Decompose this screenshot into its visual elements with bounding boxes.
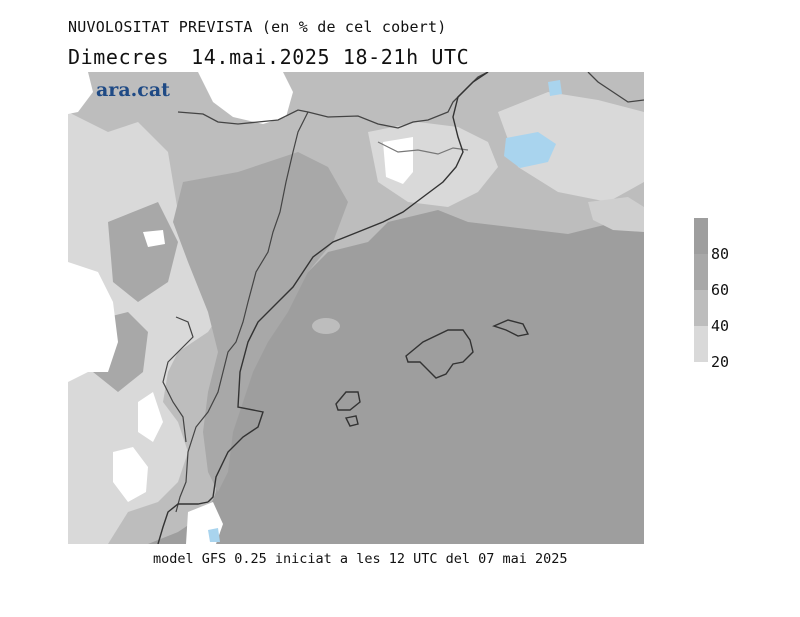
cloud-cover-map-svg bbox=[68, 72, 644, 544]
island-mallorca bbox=[405, 329, 474, 379]
clear-sky-north bbox=[198, 72, 293, 124]
cloud-field-20-40 bbox=[68, 112, 228, 544]
lake-ne bbox=[548, 80, 562, 96]
cloud-field-60-80-west bbox=[108, 202, 178, 302]
cloud-field-20-40-e bbox=[498, 92, 644, 202]
model-info: model GFS 0.25 iniciat a les 12 UTC del … bbox=[153, 551, 568, 567]
island-menorca bbox=[492, 319, 530, 337]
island-formentera bbox=[344, 415, 359, 427]
cloud-blob-sea bbox=[312, 318, 340, 334]
clear-sky-nw bbox=[68, 72, 93, 114]
forecast-time-range: 18-21h UTC bbox=[342, 45, 470, 69]
forecast-day: Dimecres bbox=[68, 45, 170, 69]
island-ibiza bbox=[335, 391, 361, 411]
legend-label-80: 80 bbox=[711, 245, 730, 263]
legend-swatch-60-80 bbox=[694, 254, 708, 290]
clear-sky-spot bbox=[143, 230, 165, 247]
legend-swatch-40-60 bbox=[694, 290, 708, 326]
legend-swatch-80-100 bbox=[694, 218, 708, 254]
cloud-field-20-40-se bbox=[588, 197, 644, 232]
border-france bbox=[177, 72, 489, 129]
map-subtitle: Dimecres 14.mai.2025 18-21h UTC bbox=[68, 45, 469, 69]
border-aragon-catalonia bbox=[175, 111, 309, 513]
border-east bbox=[587, 72, 644, 103]
legend-swatch-20-40 bbox=[694, 326, 708, 362]
lake-east bbox=[504, 132, 556, 168]
legend-label-40: 40 bbox=[711, 317, 730, 335]
border-andorra bbox=[377, 141, 469, 155]
legend-label-60: 60 bbox=[711, 281, 730, 299]
lake-south bbox=[208, 528, 220, 542]
cloud-field-60-80-interior bbox=[173, 152, 348, 492]
legend-label-20: 20 bbox=[711, 353, 730, 371]
border-valencia bbox=[162, 316, 194, 443]
clear-sky-west bbox=[68, 262, 118, 382]
cloud-cover-map bbox=[68, 72, 644, 544]
legend-colorbar bbox=[694, 218, 708, 362]
coastline-catalonia bbox=[207, 72, 489, 503]
map-title: NUVOLOSITAT PREVISTA (en % de cel cobert… bbox=[68, 18, 447, 36]
clear-sky-sw bbox=[138, 392, 163, 442]
ara-cat-logo: ara.cat bbox=[96, 79, 170, 101]
clear-sky-sw2 bbox=[113, 447, 148, 502]
coastline-south bbox=[157, 501, 209, 544]
forecast-date: 14.mai.2025 bbox=[191, 45, 331, 69]
clear-sky-pyrenees bbox=[383, 137, 413, 184]
